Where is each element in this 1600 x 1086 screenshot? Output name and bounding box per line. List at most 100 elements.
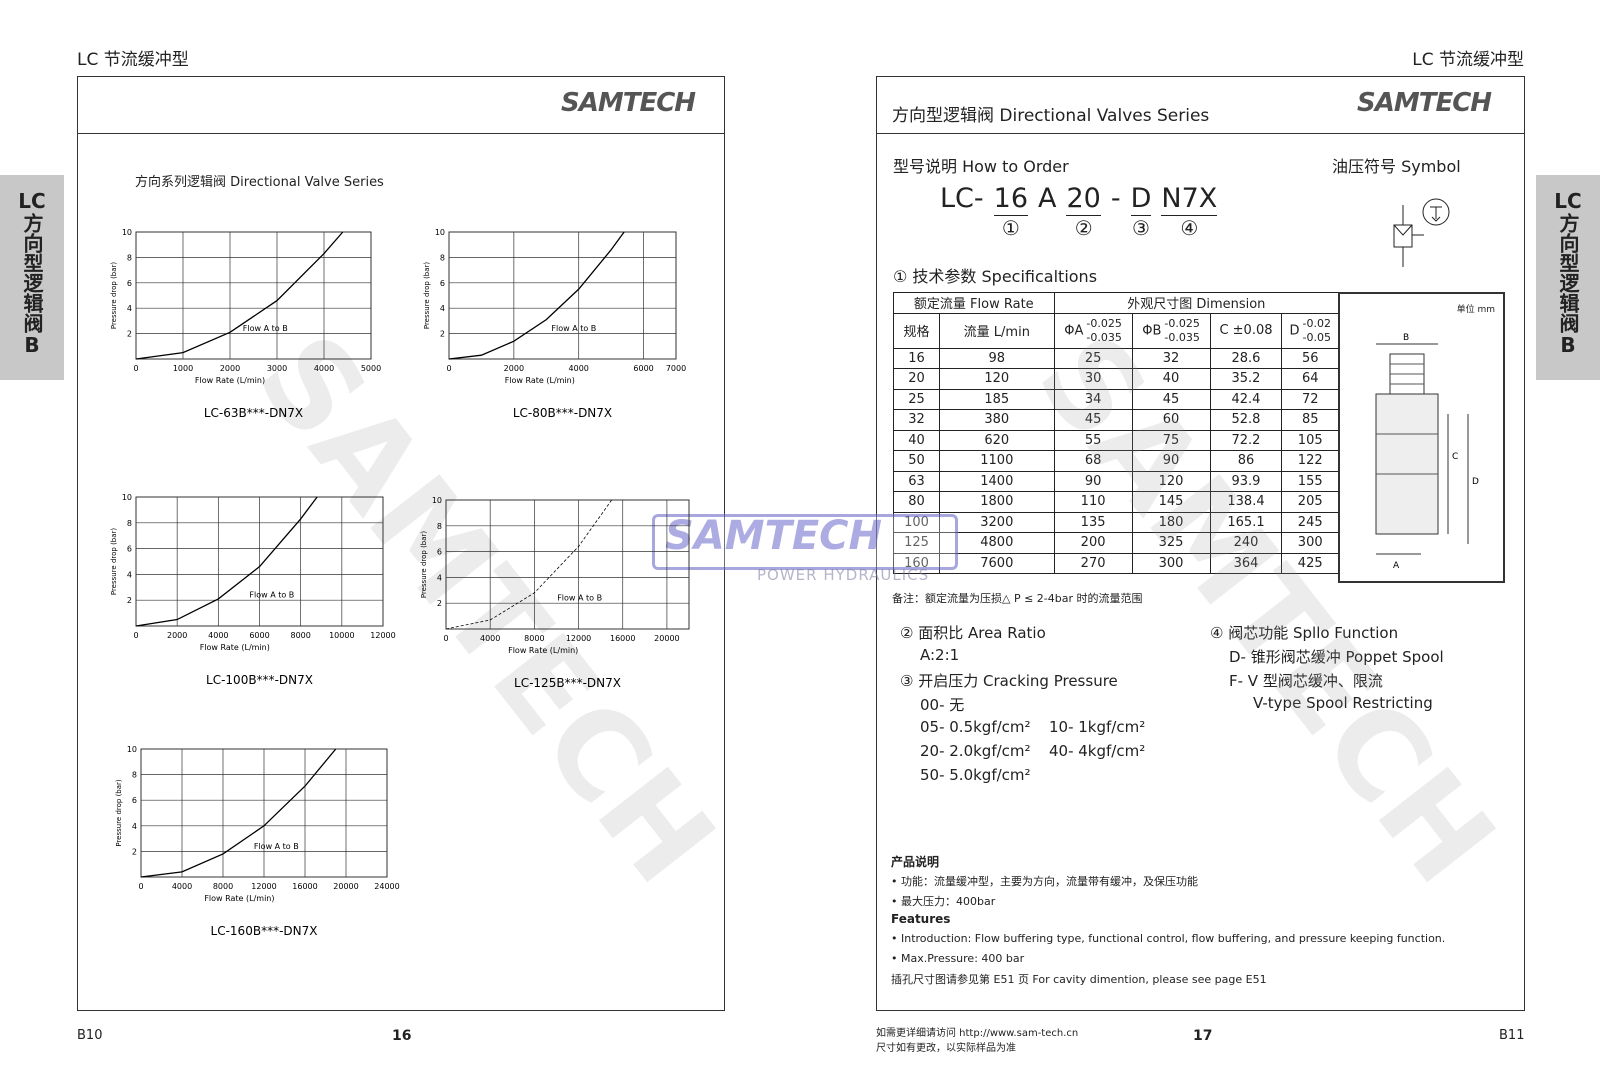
annotation: Flow A to B (243, 324, 288, 333)
chart: 2 4 6 8 10 0 2000 4000 6000 7000 Flow Rate (L/min)… (423, 228, 686, 419)
table-cell: 98 (939, 347, 1055, 369)
header-right: LC 节流缓冲型 (1412, 50, 1524, 70)
x-tick-label: 6000 (249, 631, 269, 640)
table-cell: 20 (892, 368, 941, 390)
option-item: F- V 型阀芯缓冲、限流 (1229, 672, 1383, 690)
symbol-label: 油压符号 Symbol (1332, 157, 1461, 176)
table-cell: 300 (1131, 552, 1211, 574)
y-tick-label: 8 (132, 771, 137, 780)
table-row: 80 1800 110 145 138.4 205 (892, 491, 1339, 513)
spec-table: 额定流量 Flow Rate 外观尺寸图 Dimension 规格 流量 L/min Φ… (892, 292, 1340, 574)
y-tick-label: 6 (437, 548, 442, 557)
y-tick-label: 2 (127, 596, 132, 605)
y-tick-label: 2 (127, 330, 132, 339)
x-tick-label: 0 (133, 364, 138, 373)
chart-title: LC-80B***-DN7X (513, 406, 612, 419)
order-code: 20 (1066, 183, 1101, 216)
header-left: LC 节流缓冲型 (77, 50, 189, 70)
table-cell: 105 (1281, 429, 1339, 451)
x-axis-label: Flow Rate (L/min) (200, 643, 270, 652)
tolerance-upper: -0.02 (1302, 316, 1331, 330)
column-header: C ±0.08 (1209, 312, 1283, 349)
order-marker: ① (1001, 216, 1020, 240)
curve (135, 231, 344, 360)
table-cell: 63 (892, 470, 941, 492)
y-tick-label: 10 (432, 496, 442, 505)
curve (135, 496, 318, 627)
table-row: 32 380 45 60 52.8 85 (892, 409, 1339, 431)
logo: SAMTECH (561, 88, 696, 118)
x-tick-label: 4000 (569, 364, 589, 373)
tolerance: -0.025 -0.035 (1164, 317, 1199, 345)
tab-line: 方向型逻辑阀 (20, 213, 44, 333)
option-title: ② 面积比 Area Ratio (900, 624, 1046, 642)
group-header: 额定流量 Flow Rate (893, 292, 1055, 314)
table-cell: 425 (1281, 552, 1339, 574)
table-cell: 145 (1131, 491, 1211, 513)
dim-label: B (1403, 333, 1409, 343)
order-code: - (1110, 183, 1121, 214)
valve-body (1375, 393, 1439, 535)
option-item: V-type Spool Restricting (1253, 694, 1433, 712)
table-cell: 85 (1281, 409, 1339, 431)
plot-frame (135, 231, 372, 360)
table-cell: 620 (939, 429, 1055, 451)
y-tick-label: 6 (127, 545, 132, 554)
table-cell: 325 (1131, 532, 1211, 554)
table-cell: 165.1 (1209, 511, 1283, 533)
column-label: 规格 (903, 325, 930, 340)
table-cell: 155 (1281, 470, 1339, 492)
x-tick-label: 5000 (361, 364, 381, 373)
option-item: A:2:1 (920, 646, 960, 664)
order-code: LC- (940, 183, 984, 214)
x-tick-label: 20000 (654, 634, 679, 643)
x-axis-label: Flow Rate (L/min) (505, 376, 575, 385)
y-tick-label: 8 (127, 519, 132, 528)
order-code: 16 (993, 183, 1028, 216)
desc-line: • 功能：流量缓冲型，主要为方向，流量带有缓冲，及保压功能 (891, 875, 1198, 888)
plot-frame (445, 499, 690, 630)
dimension (1376, 343, 1469, 555)
order-code: A (1038, 183, 1057, 214)
note: 备注：额定流量为压损△ P ≤ 2-4bar 时的流量范围 (892, 592, 1143, 605)
valve-drawing: B C D A (1375, 333, 1479, 571)
x-tick-label: 16000 (292, 882, 317, 891)
table-cell: 64 (1281, 368, 1339, 390)
order-part: LC- (940, 183, 984, 240)
desc-line: • Max.Pressure: 400 bar (891, 952, 1025, 965)
x-tick-label: 12000 (251, 882, 276, 891)
tab-line: 方向型逻辑阀 (1556, 213, 1580, 333)
column-label: ΦA (1064, 323, 1084, 338)
table-row: 25 185 34 45 42.4 72 (892, 388, 1339, 410)
table-cell: 200 (1053, 532, 1133, 554)
column-label: 流量 L/min (963, 325, 1030, 340)
table-row: 20 120 30 40 35.2 64 (892, 368, 1339, 390)
y-tick-label: 10 (435, 228, 445, 237)
chart: 2 4 6 8 10 0 1000 2000 3000 4000 5000 Flow Rate (L/… (110, 228, 381, 419)
y-tick-label: 2 (440, 330, 445, 339)
table-cell: 50 (892, 450, 941, 472)
y-tick-label: 10 (122, 228, 132, 237)
table-cell: 160 (892, 552, 941, 574)
right-title: 方向型逻辑阀 Directional Valves Series (892, 106, 1210, 126)
hydraulic-symbol (1393, 198, 1450, 267)
desc-title: Features (891, 912, 951, 926)
x-axis-label: Flow Rate (L/min) (195, 376, 265, 385)
chart: 2 4 6 8 10 0 4000 8000 12000 16000 20000 24000 Flow … (115, 745, 400, 937)
option-item: 10- 1kgf/cm² (1049, 718, 1146, 736)
table-cell: 35.2 (1209, 368, 1283, 390)
option-item: 00- 无 (920, 696, 965, 714)
y-tick-label: 4 (440, 304, 445, 313)
y-tick-label: 6 (127, 279, 132, 288)
column-label: D (1289, 323, 1300, 338)
table-cell: 25 (1053, 347, 1133, 369)
x-axis-label: Flow Rate (L/min) (204, 894, 274, 903)
side-tab: LC 方向型逻辑阀 B (0, 175, 64, 380)
table-cell: 122 (1281, 450, 1339, 472)
curve (448, 231, 625, 360)
table-cell: 1400 (939, 470, 1055, 492)
y-tick-label: 4 (132, 822, 137, 831)
table-row: 40 620 55 75 72.2 105 (892, 429, 1339, 451)
option-item: D- 锥形阀芯缓冲 Poppet Spool (1229, 648, 1444, 666)
order-code: N7X (1161, 183, 1218, 216)
